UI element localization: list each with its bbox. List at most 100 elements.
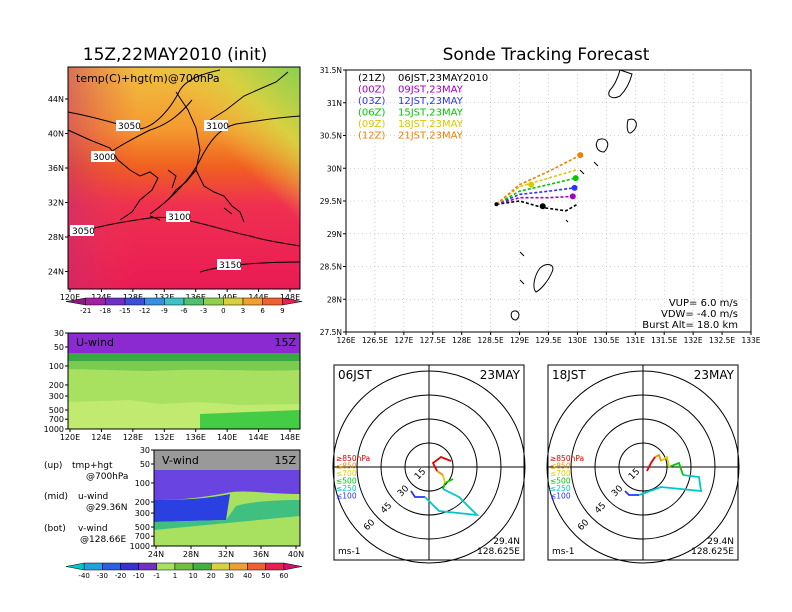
hodo-legend-item: ≤850 [336,462,357,471]
track-endpoint [528,181,535,188]
height-contour [67,216,301,247]
hodo-trace [624,490,639,496]
lat-tick-label: 40N [48,130,64,139]
lon-tick-label: 130.5E [593,336,619,345]
note-value: tmp+hgt [72,461,113,471]
colorbar-label: -40 [78,572,89,580]
track-line [496,187,575,206]
lat-tick-label: 32N [48,199,64,208]
colorbar-swatch [174,562,194,571]
lat-tick-label: 31.5N [320,66,342,75]
track-endpoint [572,175,579,182]
lon-tick-label: 126E [336,336,355,345]
colorbar-swatch [83,562,103,571]
map-label: temp(C)+hgt(m)@700hPa [76,72,220,85]
legend-label: 18JST,23MAY [398,119,464,130]
hodo-trace [654,453,662,462]
lon-tick-label: 126.5E [362,336,388,345]
hodo-legend-item: ≥850hPa [550,454,584,463]
lon-tick-label: 120E [60,293,80,302]
lon-tick-label: 140E [217,293,237,302]
lon-tick-label: 132.5E [709,336,735,345]
hodo-date: 23MAY [694,368,735,382]
track-legend: (21Z) 06JST,23MAY2010 (00Z) 09JST,23MAY (03Z… [358,73,488,142]
lat-tick-label: 30.5N [320,132,342,141]
height-contour [67,69,221,130]
colorbar-swatch [265,562,285,571]
colorbar-swatch [242,297,263,306]
lon-tick-label: 128E [452,336,471,345]
note-sub: @29.36N [86,503,128,513]
vwind-band-3 [154,494,230,522]
legend-label: 06JST,23MAY2010 [398,73,488,84]
sonde-tracks [494,152,584,212]
lon-tick-label: 132E [154,433,174,442]
colorbar-label: 3 [241,307,245,315]
param-burst: Burst Alt= 18.0 km [642,320,738,331]
lat-tick-label: 27.5N [320,328,342,337]
lat-tick-label: 31N [327,99,342,108]
p-tick-label: 200 [135,498,150,507]
uwind-band-2 [68,353,300,361]
p-tick-label: 30 [54,329,64,338]
colorbar-label: -21 [80,307,91,315]
legend-code: (06Z) [358,108,385,119]
legend-label: 12JST,23MAY [398,96,464,107]
colorbar-swatch [65,562,85,571]
island [608,69,633,99]
p-tick-label: 50 [54,343,64,352]
map-axes: 120E 124E 128E 132E 136E 140E 144E 148E 44N 40N 36… [48,95,300,302]
colorbar-label: 50 [261,572,270,580]
colorbar-swatch [247,562,266,571]
colorbar-swatch [223,297,244,306]
param-vup: VUP= 6.0 m/s [669,298,738,309]
colorbar-swatch [283,562,303,571]
p-tick-label: 700 [49,415,64,424]
colorbar-swatch [282,297,303,306]
colorbar-label: -10 [133,572,144,580]
colorbar-label: -1 [153,572,160,580]
lon-tick-label: 120E [60,433,80,442]
colorbar-swatch [229,562,248,571]
lat-tick-label: 30N [327,164,342,173]
colorbar-label: -30 [97,572,108,580]
hodo-legend-item: ≤250 [550,484,571,493]
legend-code: (00Z) [358,85,385,96]
note-sub: @700hPa [86,472,128,482]
track-endpoint [577,152,584,159]
map-panel: 15Z,22MAY2010 (init) 3050 3100 3000 3100… [48,45,303,315]
colorbar-label: 10 [189,572,198,580]
coastline [67,71,289,223]
contour-label: 3050 [118,122,141,132]
hodo-trace [660,455,670,468]
lat-tick-label: 44N [48,95,64,104]
lon-tick-label: 128E [123,293,143,302]
colorbar-label: 0 [221,307,225,315]
p-tick-label: 500 [135,523,150,532]
lat-tick-label: 28N [183,550,199,559]
note-key: (bot) [44,524,66,534]
note-sub: @128.66E [80,535,126,545]
uwind-label: U-wind [76,336,114,349]
lat-tick-label: 36N [48,164,64,173]
track-panel: Sonde Tracking Forecast (21Z) 06JST,23MAY… [320,45,761,345]
hodo-lat: 29.4N [707,537,734,547]
track-params: VUP= 6.0 m/s VDW= -4.0 m/s Burst Alt= 18… [642,298,738,331]
colorbar-swatch [85,297,106,306]
lat-tick-label: 29.5N [320,197,342,206]
island [519,161,599,285]
p-tick-label: 1000 [44,425,64,434]
legend-label: 15JST,23MAY [398,108,464,119]
colorbar-swatch [183,297,204,306]
hodo-lon: 128.625E [691,547,734,557]
colorbar-swatch [203,297,224,306]
lat-tick-label: 24N [148,550,164,559]
wind-colorbar: -40 -30 -20 -10 -1 1 10 20 30 40 50 60 [65,562,303,580]
vwind-band-top [154,450,300,470]
note-value: u-wind [78,492,108,502]
lat-tick-label: 40N [288,550,304,559]
lat-tick-label: 29N [327,230,342,239]
